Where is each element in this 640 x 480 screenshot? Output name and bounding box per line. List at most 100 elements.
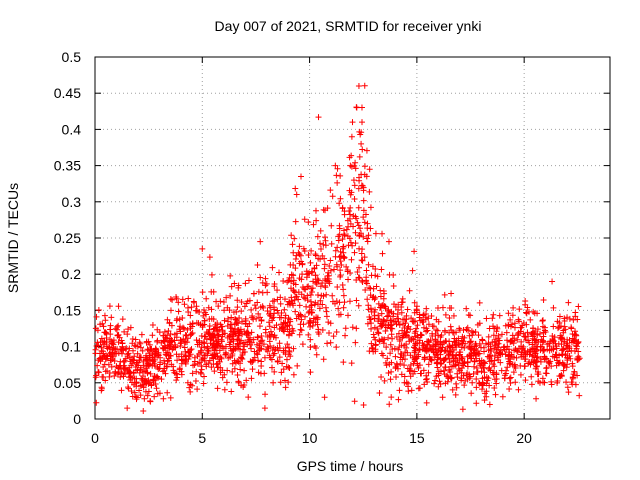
data-point [442, 328, 449, 335]
data-point [274, 307, 281, 314]
data-point [270, 379, 277, 386]
data-point [319, 326, 326, 333]
data-point [167, 296, 174, 303]
data-point [348, 360, 355, 367]
data-point [258, 317, 265, 324]
data-point [153, 385, 160, 392]
data-point [521, 333, 528, 340]
data-point [246, 334, 253, 341]
data-point [563, 364, 570, 371]
data-point [161, 345, 168, 352]
data-point [282, 384, 289, 391]
data-point [264, 289, 271, 296]
data-point [574, 372, 581, 379]
data-point [349, 242, 356, 249]
data-point [219, 327, 226, 334]
data-point [398, 309, 405, 316]
data-point [122, 371, 129, 378]
data-point [111, 346, 118, 353]
data-point [309, 268, 316, 275]
data-point [93, 372, 100, 379]
data-point [341, 232, 348, 239]
data-point [287, 353, 294, 360]
data-point [312, 344, 319, 351]
data-point [474, 347, 481, 354]
data-point [131, 389, 138, 396]
data-point [414, 362, 421, 369]
data-point [284, 279, 291, 286]
data-point [177, 323, 184, 330]
data-point [210, 288, 217, 295]
data-point [387, 376, 394, 383]
data-point [271, 310, 278, 317]
data-point [286, 299, 293, 306]
data-point [189, 370, 196, 377]
data-point [566, 315, 573, 322]
data-point [486, 401, 493, 408]
data-point [355, 222, 362, 229]
data-point [175, 299, 182, 306]
data-point [368, 340, 375, 347]
data-point [301, 313, 308, 320]
data-point [376, 337, 383, 344]
data-point [340, 243, 347, 250]
data-point [115, 369, 122, 376]
data-point [106, 369, 113, 376]
data-point [188, 346, 195, 353]
data-point [125, 326, 132, 333]
data-point [457, 349, 464, 356]
data-point [154, 337, 161, 344]
data-point [501, 375, 508, 382]
data-point [439, 394, 446, 401]
data-point [174, 315, 181, 322]
data-point [127, 377, 134, 384]
data-point [416, 346, 423, 353]
data-point [368, 272, 375, 279]
data-point [550, 346, 557, 353]
data-point [164, 389, 171, 396]
data-point [214, 324, 221, 331]
chart-title: Day 007 of 2021, SRMTID for receiver ynk… [215, 18, 482, 34]
data-point [510, 354, 517, 361]
data-point [371, 315, 378, 322]
data-point [522, 377, 529, 384]
data-point [161, 328, 168, 335]
data-point [404, 365, 411, 372]
data-point [576, 392, 583, 399]
data-point [214, 385, 221, 392]
data-point [348, 133, 355, 140]
data-point [107, 326, 114, 333]
data-point [481, 374, 488, 381]
data-point [435, 354, 442, 361]
data-point [174, 371, 181, 378]
data-point [409, 318, 416, 325]
data-point [548, 378, 555, 385]
data-point [448, 304, 455, 311]
data-point [215, 364, 222, 371]
data-point [499, 393, 506, 400]
data-point [507, 374, 514, 381]
y-tick-label: 0.2 [62, 266, 82, 282]
data-point [370, 293, 377, 300]
data-point [269, 331, 276, 338]
data-point [188, 304, 195, 311]
data-point [564, 336, 571, 343]
data-point [433, 326, 440, 333]
data-point [299, 260, 306, 267]
data-point [391, 345, 398, 352]
data-point [229, 368, 236, 375]
data-point [450, 312, 457, 319]
data-point [575, 303, 582, 310]
data-point [509, 312, 516, 319]
data-point [258, 333, 265, 340]
data-point [322, 275, 329, 282]
data-point [353, 297, 360, 304]
data-point [342, 332, 349, 339]
data-point [108, 314, 115, 321]
data-point [198, 333, 205, 340]
data-point [540, 379, 547, 386]
data-point [507, 361, 514, 368]
data-point [125, 350, 132, 357]
data-point [210, 326, 217, 333]
data-point [345, 312, 352, 319]
